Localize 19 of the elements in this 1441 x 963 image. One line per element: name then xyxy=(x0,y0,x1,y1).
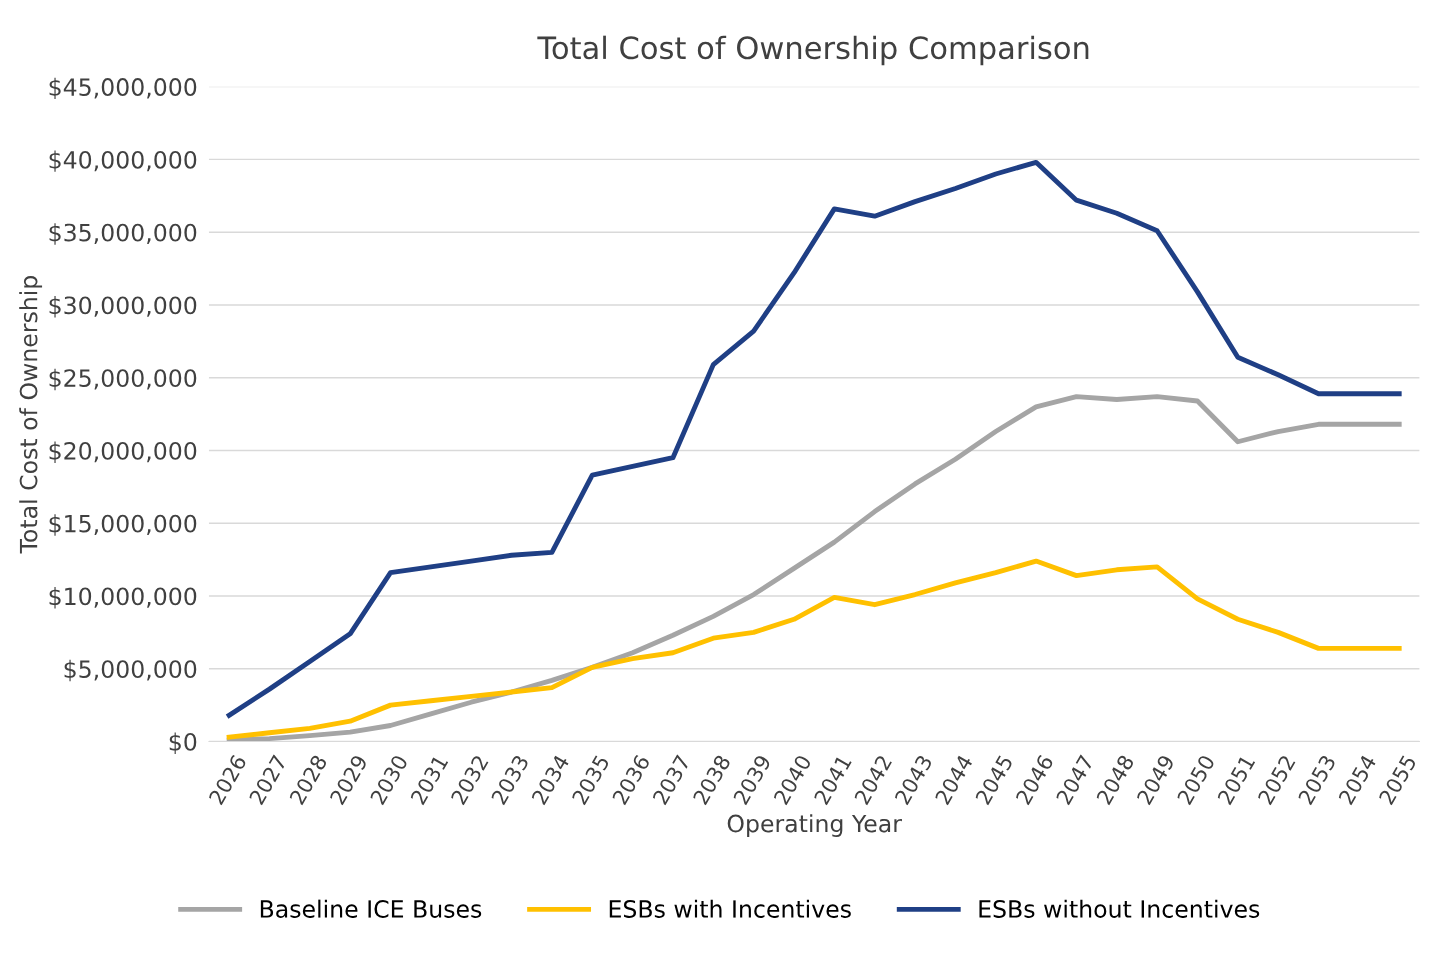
chart-title: Total Cost of Ownership Comparison xyxy=(537,35,1089,66)
y-tick-label: $10,000,000 xyxy=(49,587,197,609)
y-tick-label: $40,000,000 xyxy=(49,150,197,172)
y-tick-label: $45,000,000 xyxy=(49,77,197,100)
y-tick-label: $30,000,000 xyxy=(49,295,197,318)
y-tick-label: $15,000,000 xyxy=(49,514,197,536)
y-axis-title: Total Cost of Ownership xyxy=(19,275,43,554)
line-series xyxy=(226,394,1402,742)
line-series xyxy=(226,558,1402,740)
x-axis-title: Operating Year xyxy=(727,814,902,838)
y-tick-label: $0 xyxy=(169,732,197,754)
line-series xyxy=(226,159,1402,718)
y-tick-label: $5,000,000 xyxy=(64,659,197,682)
legend-label: ESBs without Incentives xyxy=(979,899,1260,918)
y-tick-label: $20,000,000 xyxy=(49,441,197,463)
y-tick-label: $35,000,000 xyxy=(49,223,197,245)
y-tick-label: $25,000,000 xyxy=(49,368,197,391)
legend-label: Baseline ICE Buses xyxy=(260,899,482,918)
legend-label: ESBs with Incentives xyxy=(609,899,851,918)
